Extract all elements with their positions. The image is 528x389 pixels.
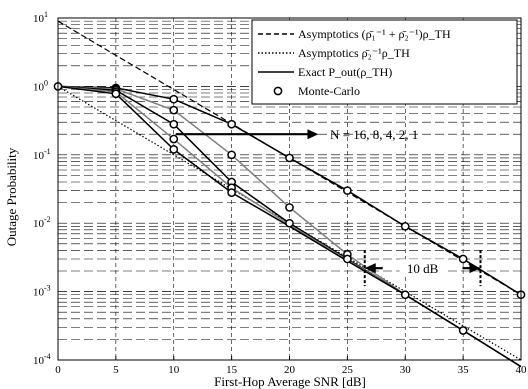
y-tick-exponent: -4	[44, 352, 51, 361]
y-tick-exponent: -1	[44, 147, 51, 156]
n-arrow-head	[307, 129, 319, 140]
monte-carlo-marker	[227, 150, 236, 160]
y-axis-title: Outage Probability	[4, 147, 19, 246]
monte-carlo-marker	[169, 134, 179, 144]
legend-entry-label: Monte-Carlo	[298, 84, 360, 98]
monte-carlo-marker	[169, 119, 179, 129]
monte-carlo-marker	[227, 119, 236, 129]
x-tick-label: 20	[284, 364, 296, 376]
legend-swatch-circle	[273, 86, 283, 96]
y-tick-label: 10-4	[33, 352, 51, 367]
y-tick-label: 10-2	[33, 215, 51, 230]
monte-carlo-marker	[111, 89, 121, 99]
y-tick-exponent: -2	[44, 215, 51, 224]
bracket-left-arrowhead	[364, 263, 376, 274]
y-tick-base: 10	[33, 287, 45, 299]
x-tick-label: 10	[168, 364, 180, 376]
x-tick-label: 35	[458, 364, 470, 376]
legend-entry-label: Asymptotics ρ̄₂⁻¹ρ_TH	[298, 46, 410, 60]
monte-carlo-marker	[458, 326, 468, 335]
y-tick-label: 100	[33, 78, 48, 93]
x-axis-title: First-Hop Average SNR [dB]	[214, 374, 366, 389]
monte-carlo-marker	[285, 218, 294, 228]
y-tick-label: 10-3	[33, 284, 51, 299]
x-tick-label: 30	[400, 364, 412, 376]
monte-carlo-marker	[400, 290, 410, 300]
legend-box	[251, 19, 518, 105]
x-tick-label: 25	[342, 364, 354, 376]
monte-carlo-marker	[343, 254, 352, 264]
monte-carlo-marker	[169, 94, 179, 104]
monte-carlo-marker	[400, 221, 410, 231]
legend-entry-label: Exact P_out(ρ_TH)	[298, 65, 392, 79]
monte-carlo-marker	[285, 203, 294, 212]
y-tick-base: 10	[33, 81, 45, 93]
bracket-right-arrowhead	[469, 263, 481, 274]
monte-carlo-marker	[343, 186, 352, 195]
x-tick-label: 15	[226, 364, 238, 376]
monte-carlo-marker	[458, 254, 468, 264]
monte-carlo-marker	[169, 145, 179, 154]
y-tick-base: 10	[33, 150, 45, 162]
y-tick-base: 10	[33, 13, 45, 25]
x-tick-label: 0	[55, 364, 61, 376]
y-tick-base: 10	[33, 218, 45, 230]
monte-carlo-marker	[169, 105, 179, 115]
y-tick-exponent: 1	[44, 10, 48, 19]
n-annotation-label: N = 16, 8, 4, 2, 1	[330, 127, 418, 142]
bracket-label: 10 dB	[407, 261, 439, 276]
legend: Asymptotics (ρ̄₁⁻¹ + ρ̄₂⁻¹)ρ_TH Asymptoti…	[251, 19, 518, 105]
y-tick-exponent: -3	[44, 284, 51, 293]
monte-carlo-marker	[285, 153, 294, 163]
monte-carlo-marker	[227, 188, 236, 197]
legend-entry-label: Asymptotics (ρ̄₁⁻¹ + ρ̄₂⁻¹)ρ_TH	[298, 27, 451, 41]
dotted-asymptote-line	[57, 85, 522, 361]
bracket-label-bg	[399, 259, 446, 277]
x-tick-label: 5	[113, 364, 119, 376]
y-tick-exponent: 0	[44, 78, 48, 87]
marker-group	[53, 82, 526, 335]
y-tick-label: 101	[33, 10, 48, 25]
annotations: N = 16, 8, 4, 2, 1 10 dB	[176, 127, 482, 287]
x-tick-label: 40	[516, 364, 528, 376]
y-tick-base: 10	[33, 355, 45, 367]
y-tick-label: 10-1	[33, 147, 51, 162]
